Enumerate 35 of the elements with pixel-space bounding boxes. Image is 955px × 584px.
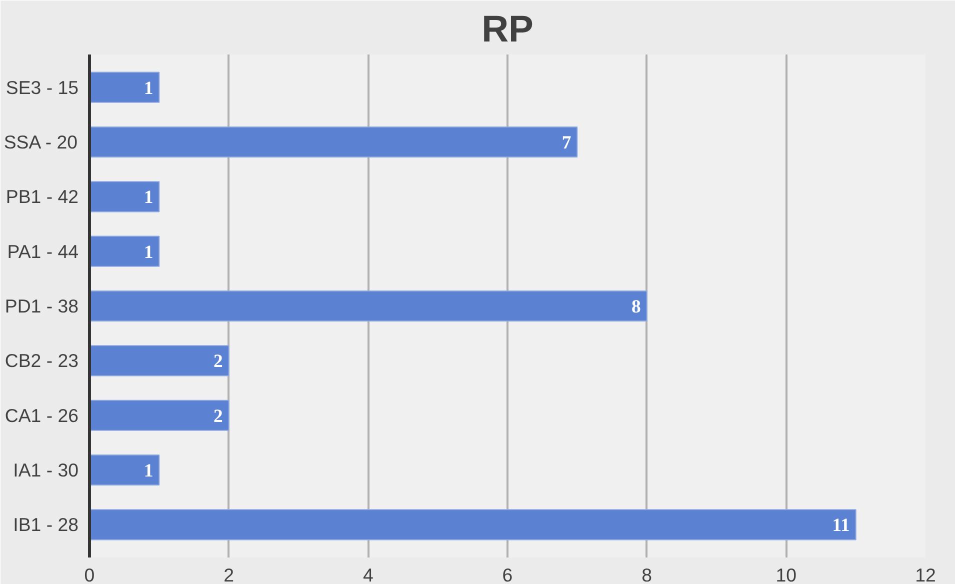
y-tick-label: PA1 - 44 — [7, 240, 79, 262]
data-label: 11 — [832, 515, 850, 536]
data-label: 7 — [562, 132, 572, 154]
x-tick-label: 2 — [224, 564, 234, 584]
data-label: 8 — [632, 296, 641, 318]
y-tick-label: CB2 - 23 — [4, 350, 78, 372]
bar — [90, 509, 856, 540]
bar — [90, 126, 578, 158]
x-tick-label: 0 — [84, 564, 95, 584]
bar — [90, 290, 648, 322]
y-tick-label: SE3 - 15 — [6, 76, 78, 98]
bar — [90, 400, 230, 431]
chart-title: RP — [482, 8, 534, 50]
data-label: 1 — [144, 78, 154, 99]
data-label: 1 — [144, 187, 154, 208]
y-tick-label: IB1 - 28 — [13, 514, 79, 536]
bar — [90, 345, 230, 376]
y-tick-label: PB1 - 42 — [6, 186, 78, 208]
x-tick-label: 8 — [642, 564, 652, 584]
data-label: 1 — [144, 460, 154, 482]
y-tick-label: PD1 - 38 — [4, 296, 78, 316]
y-tick-label: CA1 - 26 — [4, 404, 78, 426]
x-tick-label: 4 — [362, 564, 374, 584]
data-label: 2 — [214, 406, 223, 427]
data-label: 1 — [144, 242, 154, 263]
x-tick-label: 10 — [776, 564, 797, 584]
data-label: 2 — [214, 351, 223, 372]
bar — [90, 454, 160, 486]
bar — [90, 181, 160, 212]
x-tick-label: 6 — [502, 564, 513, 584]
bar — [90, 72, 160, 103]
y-tick-label: SSA - 20 — [4, 131, 78, 152]
y-tick-label: IA1 - 30 — [13, 460, 79, 481]
bar — [90, 236, 160, 267]
x-tick-label: 12 — [915, 564, 936, 584]
